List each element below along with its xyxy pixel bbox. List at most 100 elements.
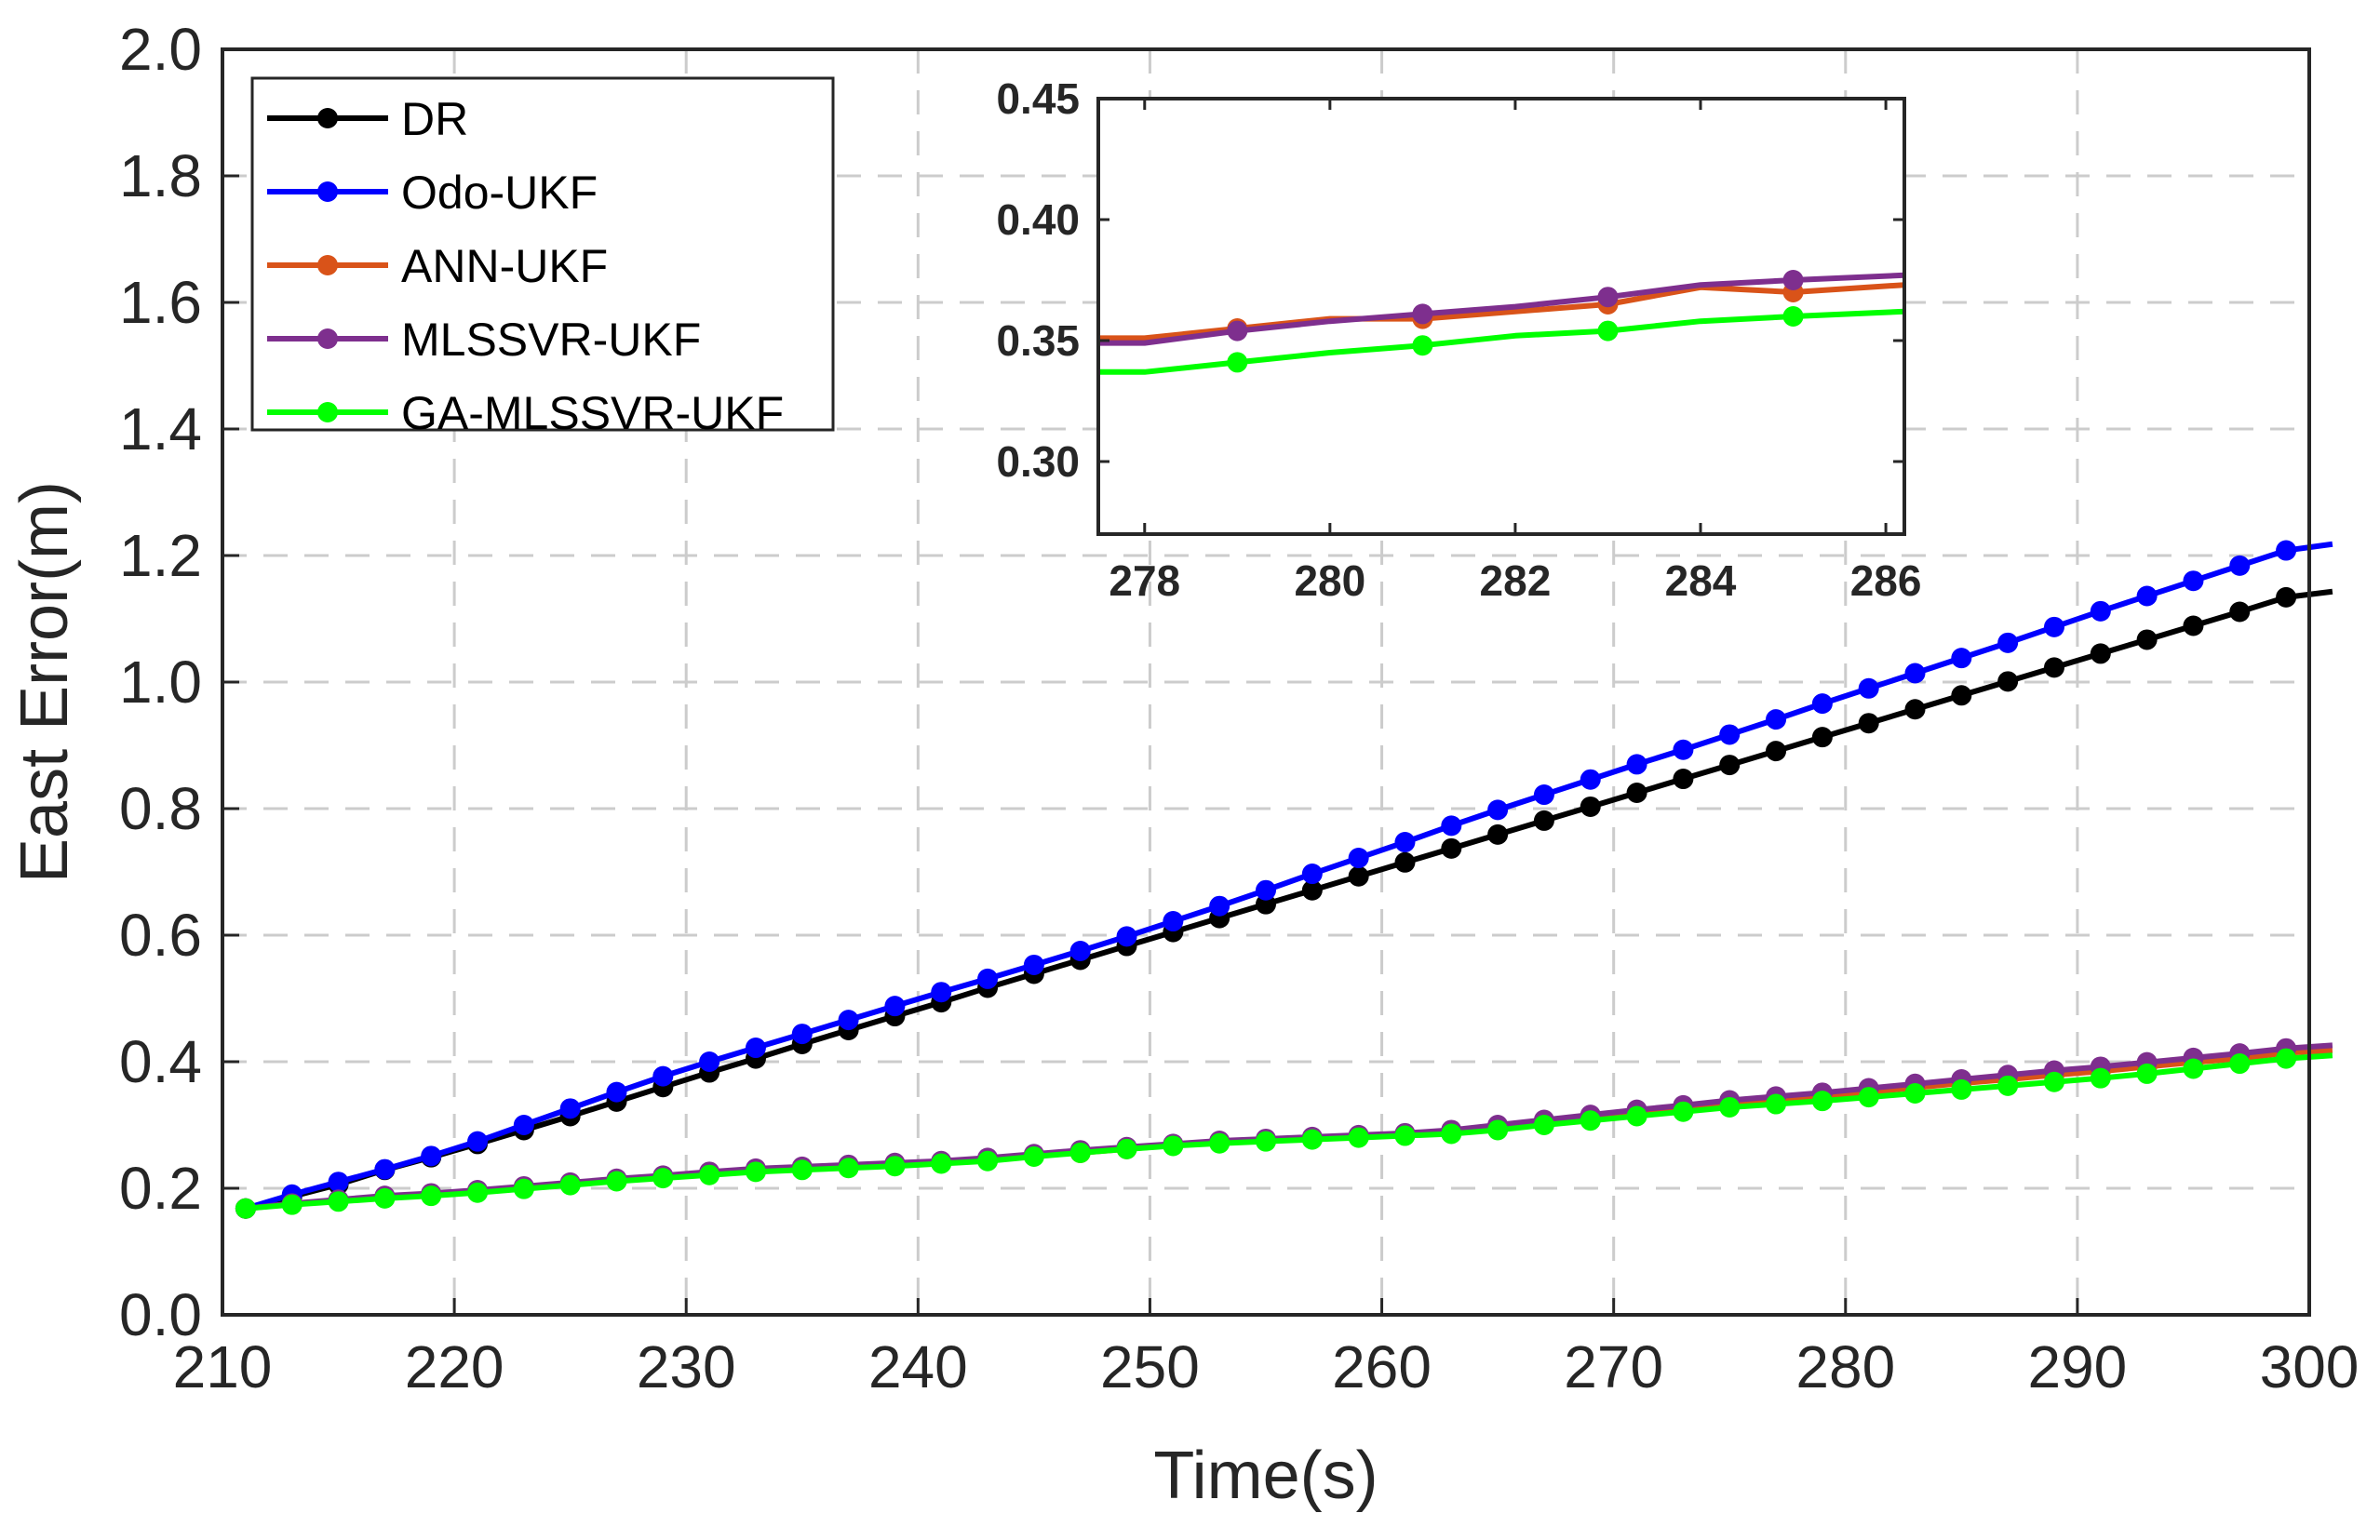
data-point-odo-ukf	[1580, 769, 1601, 790]
data-point-odo-ukf	[884, 996, 906, 1017]
y-tick-label: 0.6	[119, 902, 202, 969]
data-point-dr	[2276, 586, 2297, 608]
data-point-dr	[1626, 783, 1647, 803]
data-point-dr	[2136, 629, 2158, 650]
data-point-odo-ukf	[2183, 570, 2204, 592]
data-point-odo-ukf	[1023, 954, 1044, 975]
data-point-odo-ukf	[931, 982, 952, 1003]
data-point-ga-mlssvr-ukf	[2136, 1063, 2158, 1084]
data-point-odo-ukf	[2043, 616, 2064, 637]
series-line-ga-mlssvr-ukf	[245, 1052, 2333, 1212]
data-point-ga-mlssvr-ukf	[606, 1171, 627, 1192]
inset-series-group	[1098, 270, 1905, 375]
data-point-dr	[2043, 657, 2064, 678]
data-point-odo-ukf	[1441, 815, 1462, 837]
legend-marker-dr	[317, 108, 338, 128]
inset-tick-labels: 278 280 282 284 286 0.30 0.35 0.40 0.45	[996, 74, 1921, 605]
inset-plot-frame	[1096, 97, 1906, 536]
data-point-odo-ukf	[606, 1081, 627, 1103]
inset-data-point-ga-mlssvr-ukf	[1227, 352, 1248, 373]
inset-line-ann-ukf	[1098, 282, 1905, 341]
inset-x-tick-label: 284	[1665, 556, 1737, 605]
data-point-ga-mlssvr-ukf	[791, 1159, 813, 1181]
data-point-ga-mlssvr-ukf	[1626, 1105, 1647, 1127]
data-point-odo-ukf	[328, 1172, 349, 1193]
main-tick-labels: 210 220 230 240 250 260 270 280 290 3000.00.20.40…	[119, 16, 2359, 1400]
data-point-ga-mlssvr-ukf	[235, 1198, 256, 1219]
inset-x-tick-label: 280	[1294, 556, 1365, 605]
inset-x-tick-label: 286	[1850, 556, 1922, 605]
data-point-odo-ukf	[2276, 540, 2297, 561]
inset-series-ga-mlssvr-ukf	[1098, 306, 1905, 375]
data-point-ga-mlssvr-ukf	[1163, 1135, 1184, 1157]
data-point-ga-mlssvr-ukf	[1209, 1132, 1230, 1154]
data-point-dr	[2090, 643, 2111, 664]
legend-entry-dr: DR	[267, 93, 468, 145]
data-point-odo-ukf	[1766, 709, 1787, 730]
inset-zoom-plot: 278 280 282 284 286 0.30 0.35 0.40 0.45	[996, 74, 1921, 605]
legend-marker-ga-mlssvr-ukf	[317, 402, 338, 422]
legend-entry-ga-mlssvr-ukf: GA-MLSSVR-UKF	[267, 387, 784, 439]
y-tick-label: 2.0	[119, 16, 202, 83]
data-point-dr	[1394, 851, 1416, 873]
data-point-ga-mlssvr-ukf	[281, 1194, 303, 1215]
y-axis-label: East Error(m)	[7, 481, 82, 883]
data-point-odo-ukf	[1626, 754, 1647, 775]
data-point-ga-mlssvr-ukf	[559, 1174, 581, 1196]
inset-x-tick-label: 282	[1480, 556, 1552, 605]
data-point-ga-mlssvr-ukf	[652, 1168, 674, 1189]
data-point-odo-ukf	[1163, 911, 1184, 932]
x-axis-label: Time(s)	[1153, 1439, 1378, 1513]
data-point-odo-ukf	[1301, 864, 1323, 885]
data-point-ga-mlssvr-ukf	[1580, 1110, 1601, 1132]
x-tick-label: 300	[2260, 1333, 2360, 1400]
x-tick-label: 270	[1564, 1333, 1663, 1400]
x-tick-label: 280	[1795, 1333, 1895, 1400]
data-point-odo-ukf	[977, 968, 999, 989]
inset-y-tick-label: 0.35	[996, 316, 1080, 365]
y-tick-label: 0.8	[119, 775, 202, 842]
data-point-odo-ukf	[2090, 600, 2111, 622]
inset-data-point-ga-mlssvr-ukf	[1782, 306, 1804, 327]
legend-marker-ann-ukf	[317, 255, 338, 275]
data-point-ga-mlssvr-ukf	[699, 1164, 720, 1185]
data-point-ga-mlssvr-ukf	[1069, 1142, 1091, 1163]
y-tick-label: 1.2	[119, 522, 202, 589]
inset-line-mlssvr-ukf	[1098, 272, 1905, 346]
x-tick-label: 260	[1332, 1333, 1432, 1400]
data-point-odo-ukf	[2136, 585, 2158, 607]
data-point-odo-ukf	[374, 1158, 396, 1180]
data-point-ga-mlssvr-ukf	[1858, 1087, 1879, 1108]
legend-label-odo-ukf: Odo-UKF	[401, 167, 598, 219]
data-point-dr	[1673, 769, 1694, 790]
data-point-ga-mlssvr-ukf	[1256, 1131, 1276, 1152]
inset-series-mlssvr-ukf	[1098, 270, 1905, 346]
legend: DR Odo-UKF ANN-UKF MLSSVR-UKF GA-MLSSVR-UKF	[250, 76, 835, 439]
data-point-odo-ukf	[1811, 693, 1833, 715]
data-point-ga-mlssvr-ukf	[838, 1158, 859, 1179]
data-point-ga-mlssvr-ukf	[1348, 1127, 1369, 1148]
data-point-odo-ukf	[1997, 632, 2019, 653]
inset-data-point-mlssvr-ukf	[1782, 270, 1804, 290]
data-point-odo-ukf	[1858, 677, 1879, 699]
data-point-ga-mlssvr-ukf	[1811, 1091, 1833, 1112]
data-point-dr	[1997, 671, 2019, 692]
x-tick-label: 290	[2027, 1333, 2127, 1400]
legend-entry-odo-ukf: Odo-UKF	[267, 167, 598, 219]
x-tick-label: 240	[868, 1333, 968, 1400]
data-point-odo-ukf	[1209, 895, 1230, 917]
series-ga-mlssvr-ukf	[235, 1048, 2333, 1219]
data-point-odo-ukf	[1256, 879, 1276, 901]
data-point-ga-mlssvr-ukf	[1441, 1123, 1462, 1145]
data-point-odo-ukf	[467, 1131, 489, 1152]
data-point-ga-mlssvr-ukf	[1719, 1096, 1741, 1118]
legend-marker-mlssvr-ukf	[317, 328, 338, 349]
legend-marker-odo-ukf	[317, 181, 338, 202]
data-point-odo-ukf	[1673, 739, 1694, 760]
data-point-dr	[1580, 796, 1601, 817]
data-point-ga-mlssvr-ukf	[2090, 1067, 2111, 1089]
data-point-ga-mlssvr-ukf	[1766, 1093, 1787, 1115]
data-point-ga-mlssvr-ukf	[467, 1182, 489, 1203]
data-point-odo-ukf	[699, 1051, 720, 1072]
